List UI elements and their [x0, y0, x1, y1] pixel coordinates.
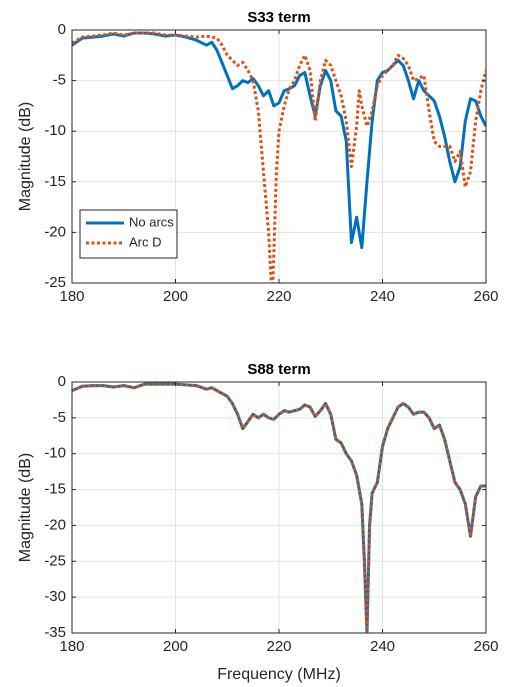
y-tick-label: -20: [44, 223, 66, 240]
y-tick-label: -35: [44, 624, 66, 641]
x-tick-label: 260: [473, 288, 498, 305]
y-tick-label: -5: [53, 72, 66, 89]
subplot: 180 200 220 240 260 -35 -30 -25 -20 -15 -10 -5 0 S88 …: [17, 361, 498, 683]
x-axis-label: Frequency (MHz): [217, 666, 341, 683]
x-tick-label: 220: [266, 638, 291, 655]
chart-title: S88 term: [247, 361, 310, 378]
x-tick-label: 260: [473, 638, 498, 655]
chart-title: S33 term: [247, 9, 310, 26]
y-tick-label: -25: [44, 274, 66, 291]
legend: No arcs Arc D: [79, 209, 178, 259]
y-tick-label: -25: [44, 552, 66, 569]
x-tick-label: 200: [163, 638, 188, 655]
legend-label: No arcs: [129, 214, 174, 229]
y-tick-label: -10: [44, 445, 66, 462]
y-tick-label: -15: [44, 481, 66, 498]
y-tick-label: -20: [44, 516, 66, 533]
x-tick-label: 220: [266, 288, 291, 305]
x-tick-label: 200: [163, 288, 188, 305]
x-tick-label: 240: [370, 638, 395, 655]
x-tick-label: 180: [59, 638, 84, 655]
x-tick-label: 240: [370, 288, 395, 305]
y-tick-label: 0: [58, 21, 66, 38]
legend-label: Arc D: [129, 234, 162, 249]
series-line: [72, 31, 486, 283]
y-tick-label: -10: [44, 122, 66, 139]
y-tick-label: -30: [44, 588, 66, 605]
y-axis-label: Magnitude (dB): [17, 102, 34, 211]
legend-box: [79, 209, 178, 259]
series-line: [72, 382, 486, 633]
subplot: 180 200 220 240 260 -25 -20 -15 -10 -5 0 S33 term Ma…: [17, 9, 498, 305]
y-tick-label: -5: [53, 409, 66, 426]
x-tick-label: 180: [59, 288, 84, 305]
y-axis-label: Magnitude (dB): [17, 453, 34, 562]
y-tick-label: 0: [58, 373, 66, 390]
y-tick-label: -15: [44, 173, 66, 190]
